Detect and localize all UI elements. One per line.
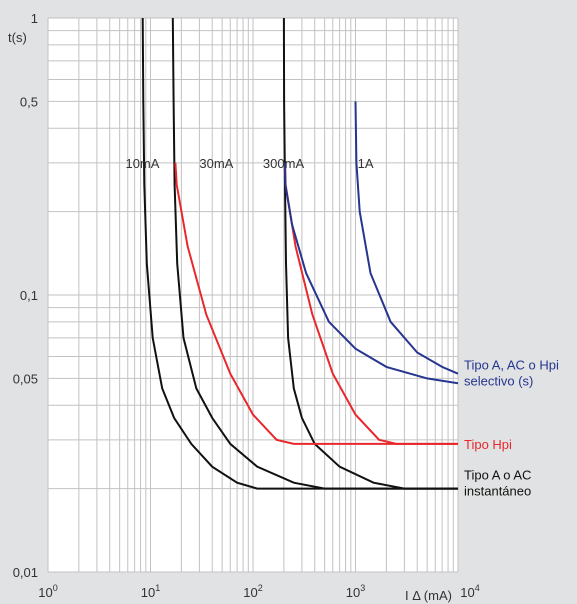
x-tick-label: 104 bbox=[460, 583, 479, 600]
x-tick-label: 101 bbox=[141, 583, 160, 600]
rating-label: 30mA bbox=[199, 156, 233, 171]
curve bbox=[354, 101, 459, 375]
y-axis-label: t(s) bbox=[8, 30, 27, 45]
curve bbox=[141, 17, 458, 490]
y-tick-label: 1 bbox=[31, 11, 38, 26]
y-tick-label: 0,05 bbox=[13, 371, 38, 386]
legend-entry: selectivo (s) bbox=[464, 373, 533, 388]
x-tick-label: 103 bbox=[346, 583, 365, 600]
curve bbox=[284, 162, 459, 385]
curve bbox=[171, 17, 458, 490]
legend-entry: Tipo A o AC bbox=[464, 468, 531, 483]
y-tick-label: 0,5 bbox=[20, 94, 38, 109]
grid-lines bbox=[47, 17, 459, 573]
x-tick-label: 100 bbox=[38, 583, 57, 600]
rating-label: 10mA bbox=[125, 156, 159, 171]
curves bbox=[141, 17, 459, 490]
y-tick-label: 0,01 bbox=[13, 565, 38, 580]
x-tick-label: 102 bbox=[243, 583, 262, 600]
legend-entry: instantáneo bbox=[464, 484, 531, 499]
x-axis-label: I Δ (mA) bbox=[405, 588, 452, 603]
y-tick-label: 0,1 bbox=[20, 288, 38, 303]
rating-labels: 10mA 30mA 300mA 1A bbox=[125, 156, 373, 171]
rating-label: 300mA bbox=[263, 156, 305, 171]
curve bbox=[174, 162, 458, 445]
legend-entry: Tipo Hpi bbox=[464, 437, 512, 452]
legend-entry: Tipo A, AC o Hpi bbox=[464, 357, 559, 372]
rating-label: 1A bbox=[358, 156, 374, 171]
